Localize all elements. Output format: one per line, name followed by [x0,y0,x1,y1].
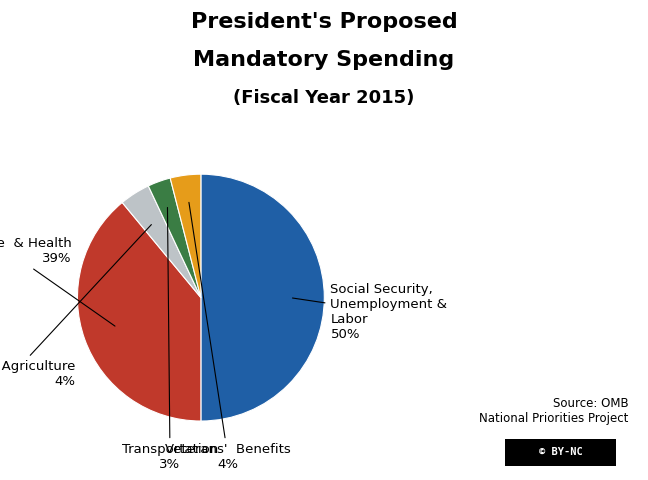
Text: Food & Agriculture
4%: Food & Agriculture 4% [0,225,152,388]
Wedge shape [122,186,201,298]
Text: Veterans'  Benefits
4%: Veterans' Benefits 4% [165,203,291,471]
Text: © BY-NC: © BY-NC [538,447,583,457]
Wedge shape [78,203,201,421]
Text: Mandatory Spending: Mandatory Spending [193,50,455,71]
Text: Transportation
3%: Transportation 3% [122,207,218,471]
Text: Medicare  & Health
39%: Medicare & Health 39% [0,237,115,326]
Text: Social Security,
Unemployment &
Labor
50%: Social Security, Unemployment & Labor 50… [292,283,448,341]
Text: Source: OMB
National Priorities Project: Source: OMB National Priorities Project [479,397,629,425]
Wedge shape [170,174,201,298]
Wedge shape [148,178,201,298]
Text: (Fiscal Year 2015): (Fiscal Year 2015) [233,89,415,107]
Text: President's Proposed: President's Proposed [191,12,457,32]
Wedge shape [201,174,324,421]
